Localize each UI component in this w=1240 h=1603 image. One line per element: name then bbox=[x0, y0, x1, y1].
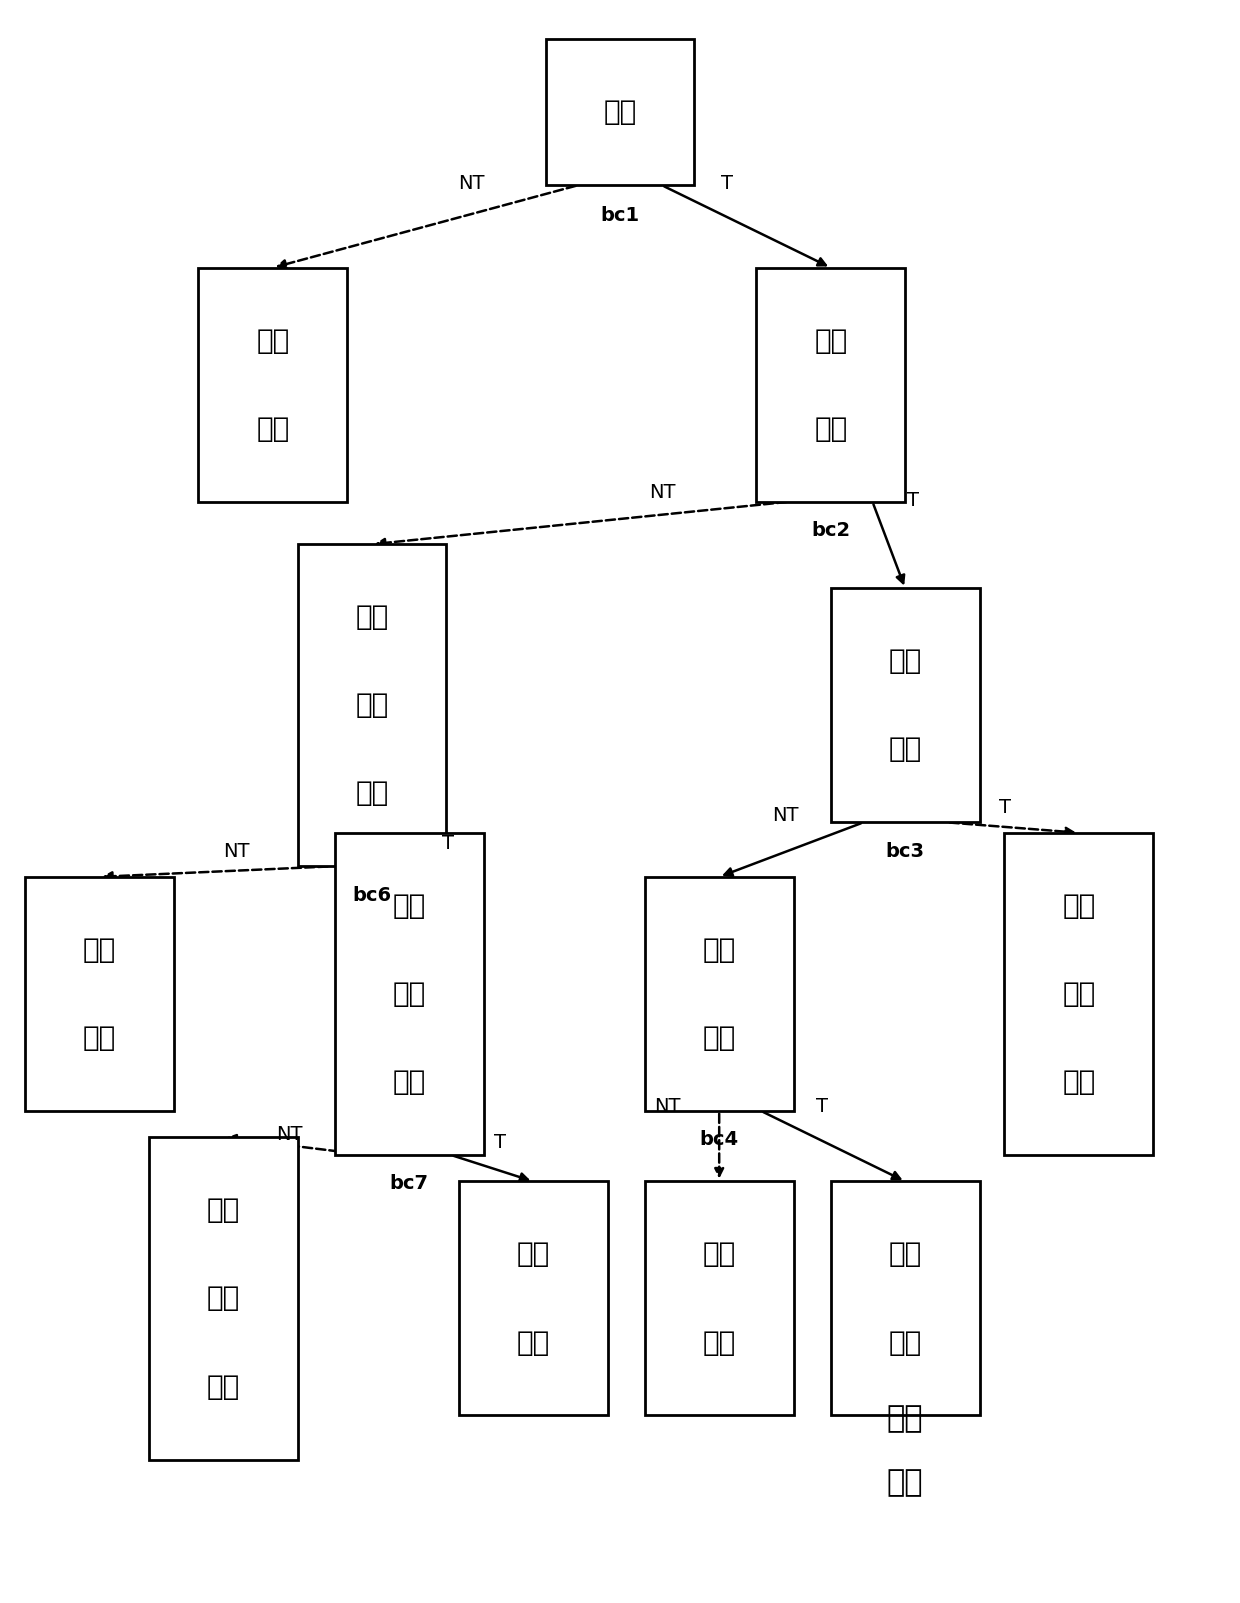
Text: 指令: 指令 bbox=[815, 327, 847, 354]
Text: 指令: 指令 bbox=[889, 648, 921, 675]
Text: 指令: 指令 bbox=[393, 891, 425, 920]
Text: T: T bbox=[720, 173, 733, 192]
Text: 指令: 指令 bbox=[889, 736, 921, 763]
Text: T: T bbox=[908, 491, 919, 510]
Bar bbox=[25, 877, 174, 1111]
Text: 指令: 指令 bbox=[356, 603, 388, 632]
Text: 指令: 指令 bbox=[393, 1068, 425, 1096]
Text: 触发: 触发 bbox=[887, 1404, 924, 1433]
Text: 指令: 指令 bbox=[356, 779, 388, 808]
Text: 指令: 指令 bbox=[356, 691, 388, 720]
Text: 指令: 指令 bbox=[703, 1329, 735, 1356]
Text: T: T bbox=[495, 1133, 506, 1153]
Bar bbox=[756, 268, 905, 502]
Text: 指令: 指令 bbox=[889, 1329, 921, 1356]
Text: 指令: 指令 bbox=[1063, 891, 1095, 920]
Text: bc4: bc4 bbox=[699, 1130, 739, 1149]
Text: T: T bbox=[441, 834, 454, 853]
Text: bc6: bc6 bbox=[352, 885, 392, 904]
Text: NT: NT bbox=[649, 483, 676, 502]
Text: 指令: 指令 bbox=[393, 979, 425, 1008]
Text: 指令: 指令 bbox=[83, 936, 115, 963]
Bar bbox=[298, 545, 446, 866]
Text: NT: NT bbox=[458, 173, 485, 192]
Text: NT: NT bbox=[223, 842, 250, 861]
Text: NT: NT bbox=[653, 1096, 681, 1116]
Bar bbox=[645, 1181, 794, 1415]
Text: NT: NT bbox=[277, 1125, 303, 1145]
Text: 指令: 指令 bbox=[703, 1024, 735, 1052]
Text: 指令: 指令 bbox=[889, 1241, 921, 1268]
Bar bbox=[831, 1181, 980, 1415]
Text: 指令: 指令 bbox=[1063, 1068, 1095, 1096]
Text: 指令: 指令 bbox=[517, 1329, 549, 1356]
Bar bbox=[546, 38, 694, 184]
Bar bbox=[459, 1181, 608, 1415]
Bar bbox=[335, 834, 484, 1154]
Text: 指令: 指令 bbox=[257, 327, 289, 354]
Bar bbox=[149, 1138, 298, 1459]
Text: 指令: 指令 bbox=[207, 1196, 239, 1225]
Bar bbox=[831, 588, 980, 822]
Text: bc3: bc3 bbox=[885, 842, 925, 861]
Text: 分支: 分支 bbox=[887, 1468, 924, 1497]
Text: 指令: 指令 bbox=[815, 415, 847, 442]
Text: bc1: bc1 bbox=[600, 207, 640, 224]
Text: 指令: 指令 bbox=[207, 1372, 239, 1401]
Text: 指令: 指令 bbox=[1063, 979, 1095, 1008]
Text: 指令: 指令 bbox=[257, 415, 289, 442]
Text: T: T bbox=[999, 798, 1012, 818]
Text: NT: NT bbox=[773, 806, 799, 826]
Text: 指令: 指令 bbox=[604, 98, 636, 127]
Bar bbox=[645, 877, 794, 1111]
Bar bbox=[198, 268, 347, 502]
Text: T: T bbox=[816, 1096, 827, 1116]
Text: 指令: 指令 bbox=[703, 936, 735, 963]
Text: bc2: bc2 bbox=[811, 521, 851, 540]
Bar bbox=[1004, 834, 1153, 1154]
Text: 指令: 指令 bbox=[517, 1241, 549, 1268]
Text: 指令: 指令 bbox=[207, 1284, 239, 1313]
Text: 指令: 指令 bbox=[703, 1241, 735, 1268]
Text: bc7: bc7 bbox=[389, 1173, 429, 1193]
Text: 指令: 指令 bbox=[83, 1024, 115, 1052]
